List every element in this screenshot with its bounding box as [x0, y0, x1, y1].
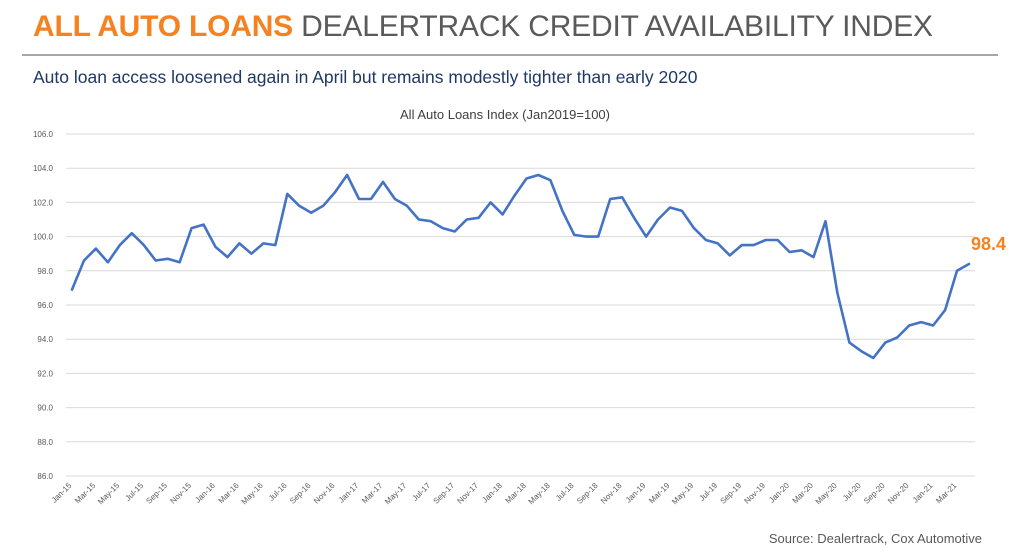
y-tick-label: 86.0	[37, 472, 53, 481]
x-tick-label: May-15	[96, 481, 122, 507]
x-tick-label: May-20	[814, 481, 840, 507]
x-tick-label: Sep-16	[288, 481, 313, 506]
x-tick-label: Mar-16	[217, 481, 242, 506]
y-tick-label: 90.0	[37, 404, 53, 413]
x-tick-label: Jan-17	[337, 481, 361, 505]
y-tick-label: 102.0	[33, 198, 54, 207]
x-tick-label: Jan-20	[767, 481, 791, 505]
x-tick-label: Mar-18	[504, 481, 529, 506]
y-axis-tick-labels: 86.0 88.0 90.0 92.0 94.0 96.0 98.0 100.0 102.0 10…	[33, 130, 54, 481]
y-tick-label: 88.0	[37, 438, 53, 447]
y-tick-label: 104.0	[33, 164, 54, 173]
data-label-latest: 98.4	[971, 234, 1006, 254]
x-tick-label: Mar-21	[934, 481, 959, 506]
x-tick-label: Jul-19	[697, 481, 719, 503]
y-tick-label: 92.0	[37, 369, 53, 378]
chart-gridlines	[66, 133, 975, 477]
y-tick-label: 96.0	[37, 301, 53, 310]
x-tick-label: Jan-15	[50, 481, 74, 505]
x-tick-label: Jul-20	[841, 481, 863, 503]
x-tick-label: May-16	[240, 481, 266, 507]
line-chart: All Auto Loans Index (Jan2019=100) 86.08…	[33, 107, 1006, 507]
x-tick-label: Nov-20	[886, 481, 911, 506]
x-tick-label: Nov-18	[599, 481, 624, 506]
headline-divider	[22, 54, 998, 56]
headline-rest: DEALERTRACK CREDIT AVAILABILITY INDEX	[301, 10, 933, 43]
x-tick-label: Jul-18	[554, 481, 576, 503]
chart-title: All Auto Loans Index (Jan2019=100)	[400, 107, 610, 122]
page-subtitle: Auto loan access loosened again in April…	[33, 67, 698, 87]
source-note: Source: Dealertrack, Cox Automotive	[768, 531, 982, 546]
x-tick-label: Sep-15	[144, 481, 169, 506]
x-tick-label: Sep-20	[862, 481, 887, 506]
chart-annotations: 98.4	[971, 234, 1006, 254]
x-tick-label: Mar-20	[791, 481, 816, 506]
chart-container: All Auto Loans Index (Jan2019=100) 86.0 8…	[0, 100, 1024, 530]
x-tick-label: May-18	[527, 481, 553, 507]
x-tick-label: Nov-15	[168, 481, 193, 506]
x-tick-label: Jan-19	[624, 481, 648, 505]
x-tick-label: Jul-15	[123, 481, 145, 503]
x-tick-label: Nov-16	[312, 481, 337, 506]
x-tick-label: Mar-17	[360, 481, 385, 506]
x-tick-label: May-17	[383, 481, 409, 507]
x-tick-label: Sep-17	[432, 481, 457, 506]
x-tick-label: Jul-16	[267, 481, 289, 503]
x-tick-label: Jan-21	[911, 481, 935, 505]
x-tick-label: Jul-17	[410, 481, 432, 503]
x-tick-label: May-19	[670, 481, 696, 507]
page-headline: ALL AUTO LOANS DEALERTRACK CREDIT AVAILA…	[33, 10, 933, 44]
x-tick-label: Mar-19	[647, 481, 672, 506]
x-tick-label: Mar-15	[73, 481, 98, 506]
x-tick-label: Jan-16	[193, 481, 217, 505]
y-tick-label: 94.0	[37, 335, 53, 344]
y-tick-label: 98.0	[37, 267, 53, 276]
x-tick-label: Sep-18	[575, 481, 600, 506]
x-tick-label: Jan-18	[480, 481, 504, 505]
x-tick-label: Nov-19	[742, 481, 767, 506]
y-tick-label: 106.0	[33, 130, 54, 139]
headline-accent: ALL AUTO LOANS	[33, 10, 293, 43]
chart-series	[70, 173, 971, 360]
x-tick-label: Nov-17	[455, 481, 480, 506]
y-tick-label: 100.0	[33, 233, 54, 242]
series-line	[70, 173, 971, 360]
x-tick-label: Sep-19	[719, 481, 744, 506]
